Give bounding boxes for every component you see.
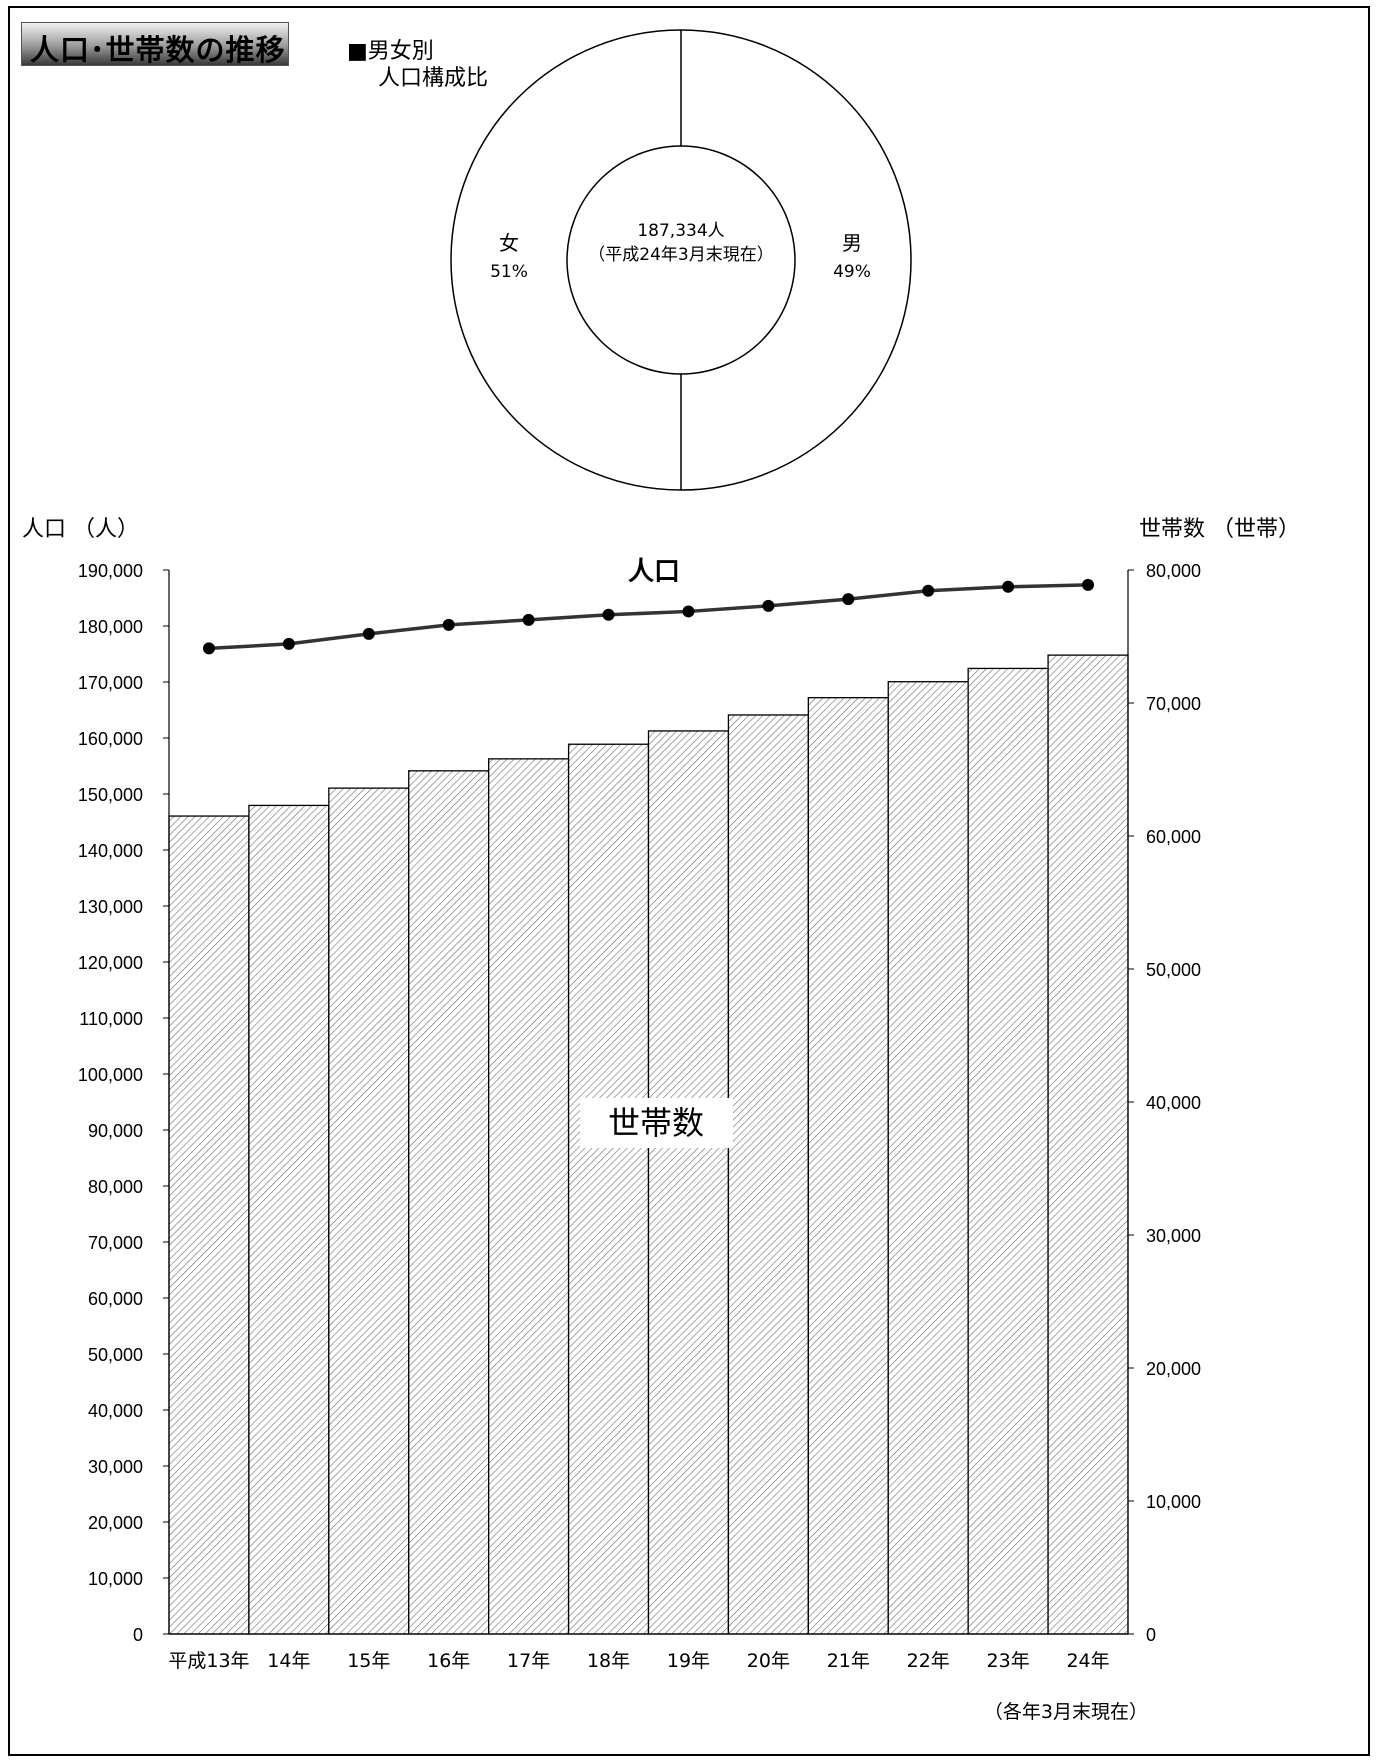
left-tick-label: 30,000: [88, 1457, 143, 1477]
donut-center-date: （平成24年3月末現在）: [588, 245, 773, 265]
page-title: 人口･世帯数の推移: [30, 33, 286, 67]
left-tick-label: 80,000: [88, 1177, 143, 1197]
population-point-6: [602, 608, 615, 621]
x-tick-label: 22年: [907, 1650, 950, 1672]
x-tick-label: 21年: [827, 1650, 870, 1672]
footnote: （各年3月末現在）: [984, 1701, 1148, 1723]
left-axis-title: 人口 （人）: [22, 517, 139, 542]
household-bar-12: [1047, 654, 1129, 1635]
population-point-5: [522, 613, 535, 626]
x-tick-label: 18年: [587, 1650, 630, 1672]
population-point-2: [282, 637, 295, 650]
x-tick-label: 19年: [667, 1650, 710, 1672]
left-tick-label: 140,000: [78, 841, 143, 861]
x-tick-label: 平成13年: [168, 1650, 249, 1672]
x-tick-label: 15年: [347, 1650, 390, 1672]
x-tick-label: 16年: [427, 1650, 470, 1672]
right-tick-label: 70,000: [1146, 694, 1201, 714]
household-bar-4: [408, 770, 490, 1635]
donut-title-line2: 人口構成比: [378, 66, 488, 91]
page-title-badge: 人口･世帯数の推移: [21, 22, 289, 67]
x-tick-label: 23年: [987, 1650, 1030, 1672]
slice-percent-female: 51%: [490, 262, 528, 282]
slice-percent-male: 49%: [833, 262, 871, 282]
donut-title-line1: ■男女別: [347, 39, 434, 64]
left-tick-label: 100,000: [78, 1065, 143, 1085]
population-point-3: [362, 627, 375, 640]
series-label-household: 世帯数: [608, 1104, 704, 1142]
household-bar-6: [567, 743, 650, 1635]
left-tick-label: 160,000: [78, 729, 143, 749]
population-point-10: [922, 584, 935, 597]
household-bar-1: [168, 815, 250, 1635]
gender-donut-chart: ■男女別 人口構成比 187,334人 （平成24年3月末現在） 女 51% 男…: [347, 29, 912, 491]
series-label-household-bg: [580, 1098, 733, 1148]
chart-frame: [8, 6, 1370, 1756]
left-tick-label: 180,000: [78, 617, 143, 637]
left-tick-label: 110,000: [79, 1009, 143, 1029]
left-tick-label: 130,000: [78, 897, 143, 917]
right-tick-label: 10,000: [1146, 1492, 1201, 1512]
left-tick-label: 190,000: [78, 561, 143, 581]
left-tick-label: 90,000: [88, 1121, 143, 1141]
donut-center-total: 187,334人: [637, 221, 724, 241]
left-tick-label: 170,000: [78, 673, 143, 693]
population-point-7: [682, 605, 695, 618]
household-bar-3: [328, 787, 410, 1635]
household-bar-7: [647, 730, 730, 1635]
population-point-11: [1002, 580, 1015, 593]
left-tick-label: 50,000: [88, 1345, 143, 1365]
population-household-chart: 0 10,000 20,000 30,000 40,000 50,000 60,000 70,…: [22, 517, 1300, 1723]
left-tick-label: 40,000: [88, 1401, 143, 1421]
population-point-1: [202, 642, 215, 655]
left-tick-label: 150,000: [78, 785, 143, 805]
left-tick-label: 70,000: [88, 1233, 143, 1253]
slice-label-female: 女: [499, 231, 519, 255]
x-tick-label: 24年: [1066, 1650, 1109, 1672]
population-point-12: [1082, 578, 1095, 591]
right-tick-label: 20,000: [1146, 1359, 1201, 1379]
household-bar-8: [727, 714, 809, 1635]
right-tick-label: 60,000: [1146, 827, 1201, 847]
x-tick-label: 20年: [747, 1650, 790, 1672]
household-bar-5: [488, 758, 570, 1635]
population-line: [208, 583, 1089, 651]
right-tick-label: 0: [1146, 1625, 1156, 1645]
population-point-4: [442, 618, 455, 631]
left-tick-label: 20,000: [88, 1513, 143, 1533]
household-bar-9: [807, 697, 889, 1635]
population-point-9: [842, 593, 855, 606]
right-tick-label: 30,000: [1146, 1226, 1201, 1246]
household-bar-10: [887, 681, 969, 1635]
right-tick-label: 50,000: [1146, 960, 1201, 980]
household-bar-2: [248, 804, 330, 1635]
household-bar-11: [967, 667, 1049, 1635]
right-tick-label: 80,000: [1146, 561, 1201, 581]
population-point-8: [762, 599, 775, 612]
right-tick-label: 40,000: [1146, 1093, 1201, 1113]
left-tick-label: 60,000: [88, 1289, 143, 1309]
left-tick-label: 0: [133, 1625, 143, 1645]
x-tick-label: 17年: [507, 1650, 550, 1672]
donut-inner-hole: [566, 145, 796, 375]
series-label-population: 人口: [628, 557, 680, 587]
left-tick-label: 10,000: [88, 1569, 143, 1589]
left-tick-label: 120,000: [78, 953, 143, 973]
right-axis-title: 世帯数 （世帯）: [1139, 517, 1300, 542]
x-tick-label: 14年: [267, 1650, 310, 1672]
slice-label-male: 男: [842, 231, 862, 255]
